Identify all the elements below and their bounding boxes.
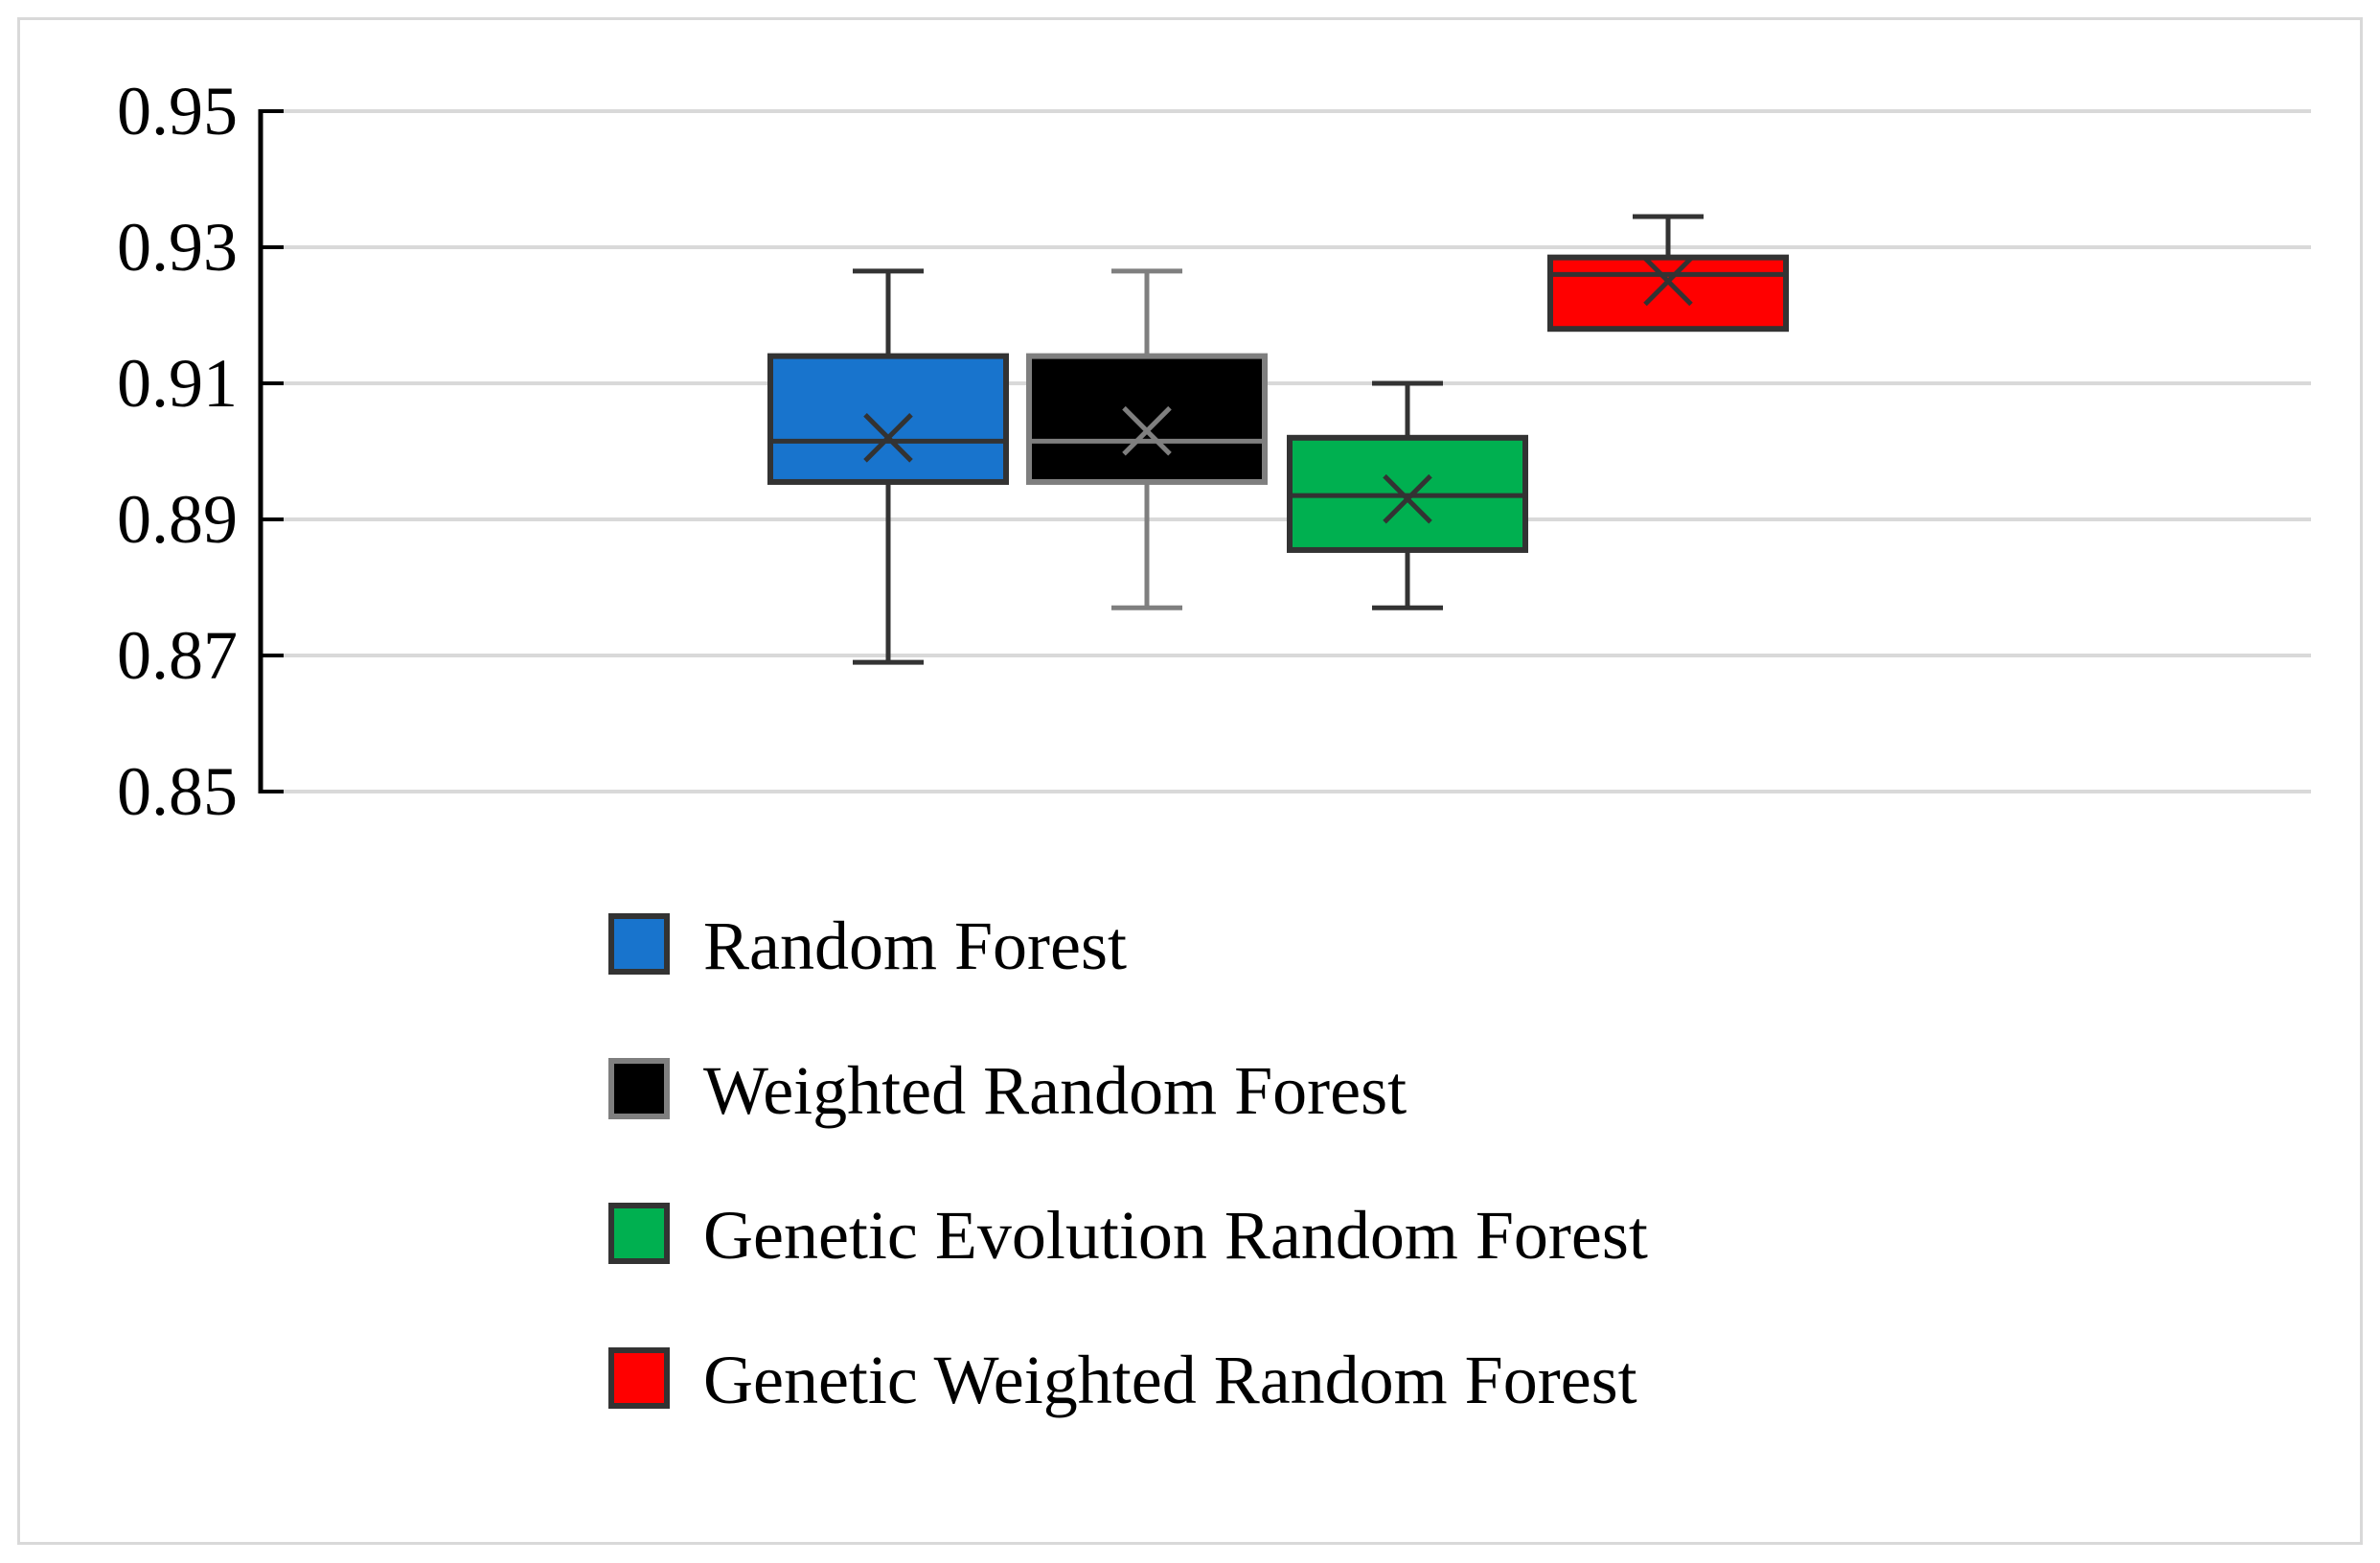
legend-swatch (608, 1058, 670, 1119)
chart-frame (17, 17, 2363, 1545)
y-tick-label: 0.95 (117, 73, 238, 149)
y-tick-label: 0.87 (117, 617, 238, 694)
legend-swatch (608, 913, 670, 975)
legend-item: Random Forest (608, 908, 1127, 984)
y-tick-label: 0.93 (117, 209, 238, 286)
legend-label: Genetic Evolution Random Forest (703, 1197, 1648, 1274)
y-axis: 0.95 0.93 0.91 0.89 0.87 0.85 (117, 73, 284, 830)
box-2 (1026, 268, 1268, 610)
iqr-box (1026, 353, 1268, 485)
iqr-box (1547, 254, 1789, 333)
iqr-box (767, 353, 1009, 485)
mean-marker (1643, 256, 1693, 307)
legend-swatch (608, 1203, 670, 1264)
legend-label: Weighted Random Forest (703, 1052, 1407, 1129)
mean-marker (1383, 473, 1432, 524)
boxes (767, 214, 1789, 665)
legend: Random Forest Weighted Random Forest Genet… (608, 908, 1648, 1418)
grid-lines (261, 109, 2311, 793)
mean-marker (1122, 405, 1172, 456)
legend-item: Genetic Weighted Random Forest (608, 1342, 1637, 1418)
box-4 (1547, 214, 1789, 333)
box-3 (1287, 380, 1528, 610)
y-tick-label: 0.89 (117, 481, 238, 558)
y-tick-label: 0.91 (117, 345, 238, 422)
legend-item: Weighted Random Forest (608, 1052, 1407, 1129)
legend-label: Random Forest (703, 908, 1127, 984)
legend-item: Genetic Evolution Random Forest (608, 1197, 1648, 1274)
box-1 (767, 268, 1009, 665)
legend-swatch (608, 1347, 670, 1409)
legend-label: Genetic Weighted Random Forest (703, 1342, 1637, 1418)
y-tick-label: 0.85 (117, 753, 238, 830)
mean-marker (863, 413, 913, 463)
